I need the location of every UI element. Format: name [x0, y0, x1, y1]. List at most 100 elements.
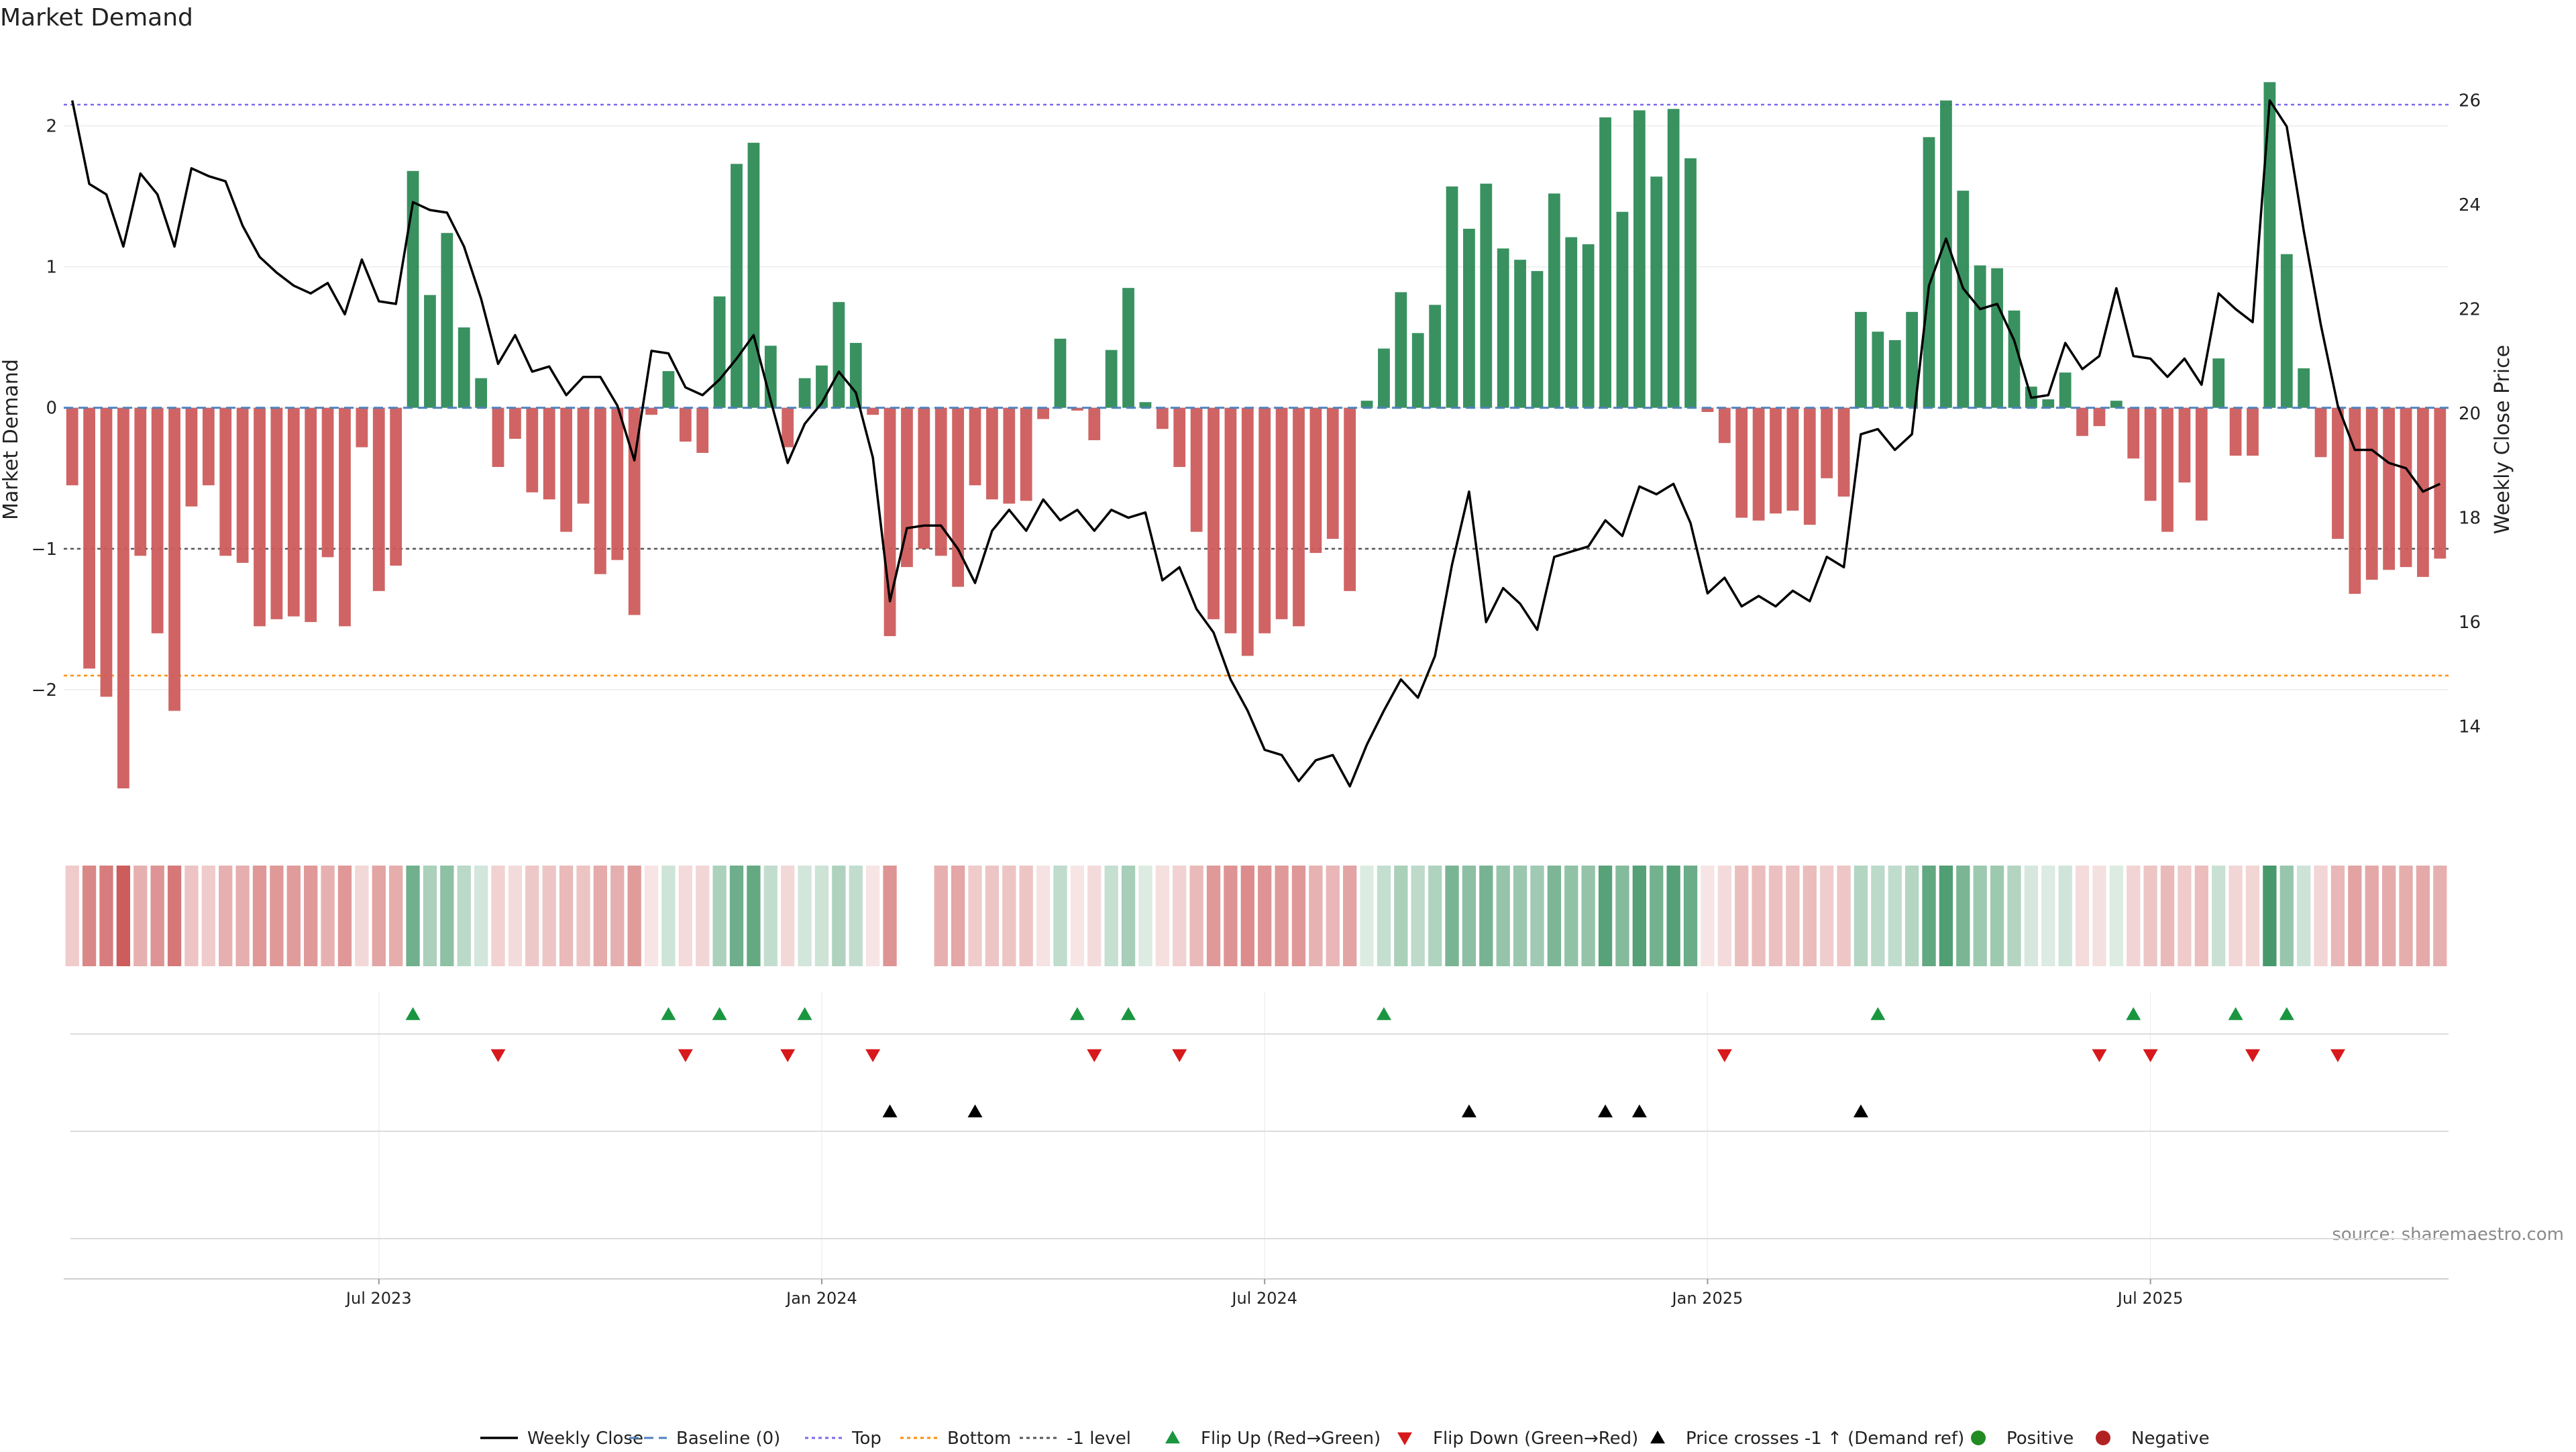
- heat-strip-cell: [99, 866, 113, 966]
- demand-bar: [1531, 270, 1544, 408]
- heat-strip-cell: [832, 866, 846, 966]
- heat-strip-cell: [1377, 866, 1391, 966]
- demand-bar: [918, 407, 930, 549]
- price-cross-marker: [1598, 1104, 1613, 1118]
- heat-strip-cell: [1735, 866, 1749, 966]
- heat-strip-cell: [270, 866, 284, 966]
- x-tick-label: Jan 2024: [785, 1289, 857, 1308]
- y2-tick-label: 16: [2459, 613, 2481, 633]
- demand-bar: [390, 407, 402, 566]
- demand-bar: [611, 407, 624, 560]
- flip-down-marker: [678, 1049, 693, 1062]
- demand-bar: [1139, 402, 1152, 408]
- demand-bar: [424, 295, 436, 408]
- demand-bar: [543, 407, 555, 500]
- y2-tick-label: 24: [2459, 195, 2481, 215]
- heat-strip-cell: [2160, 866, 2175, 966]
- flip-down-marker: [490, 1049, 506, 1062]
- heat-strip-cell: [985, 866, 1000, 966]
- demand-bar: [628, 407, 641, 615]
- heat-strip-cell: [201, 866, 215, 966]
- heat-strip-cell: [2109, 866, 2123, 966]
- flip-down-marker: [1172, 1049, 1187, 1062]
- heat-strip-cell: [542, 866, 556, 966]
- demand-bar: [1752, 407, 1765, 521]
- demand-bar: [1906, 311, 1919, 408]
- demand-bar: [339, 407, 351, 627]
- flip-up-marker: [712, 1007, 727, 1021]
- demand-bar: [1599, 117, 1611, 408]
- y-tick-label: 0: [46, 399, 57, 419]
- y2-tick-label: 22: [2459, 300, 2481, 320]
- demand-bar: [849, 343, 862, 408]
- demand-bar: [1411, 333, 1424, 408]
- demand-bar: [1293, 407, 1305, 627]
- demand-bar: [1275, 407, 1288, 619]
- demand-bar: [2434, 407, 2447, 559]
- heat-strip-cell: [235, 866, 250, 966]
- heat-strip-cell: [1189, 866, 1203, 966]
- heat-strip-cell: [1871, 866, 1885, 966]
- demand-bar: [2059, 372, 2072, 408]
- heat-strip-cell: [2381, 866, 2396, 966]
- heat-strip-cell: [2178, 866, 2192, 966]
- heat-strip-cell: [1411, 866, 1425, 966]
- demand-bar: [1718, 407, 1731, 444]
- demand-bar: [356, 407, 368, 448]
- heat-strip-cell: [1701, 866, 1715, 966]
- demand-bar: [1224, 407, 1237, 633]
- heat-strip-cell: [866, 866, 880, 966]
- demand-bar: [2195, 407, 2208, 521]
- demand-bar: [458, 327, 470, 408]
- flip-up-marker: [797, 1007, 812, 1021]
- heat-strip-cell: [65, 866, 79, 966]
- heat-strip-cell: [2348, 866, 2362, 966]
- heat-strip-cell: [968, 866, 982, 966]
- demand-bar: [1378, 348, 1390, 408]
- demand-bar: [1803, 407, 1816, 525]
- demand-bar: [1208, 407, 1220, 619]
- heat-strip-cell: [951, 866, 965, 966]
- heat-strip-cell: [491, 866, 505, 966]
- heat-strip-cell: [1837, 866, 1851, 966]
- demand-bar: [696, 407, 709, 453]
- flip-up-marker: [661, 1007, 676, 1021]
- heat-strip-cell: [355, 866, 369, 966]
- heat-strip-cell: [610, 866, 625, 966]
- demand-bar: [986, 407, 998, 500]
- demand-bar: [713, 296, 726, 408]
- heat-strip-cell: [1820, 866, 1834, 966]
- demand-bar: [1701, 407, 1714, 413]
- flip-down-marker: [2245, 1049, 2260, 1062]
- heat-strip-cell: [1019, 866, 1033, 966]
- heat-strip-cell: [1462, 866, 1477, 966]
- y2-tick-label: 18: [2459, 509, 2481, 529]
- x-tick-label: Jul 2023: [345, 1289, 412, 1308]
- demand-bar: [475, 378, 488, 408]
- flip-down-marker: [1087, 1049, 1102, 1062]
- heat-strip-cell: [1258, 866, 1272, 966]
- heat-strip-cell: [1615, 866, 1629, 966]
- heat-strip-cell: [1717, 866, 1731, 966]
- heat-strip-cell: [2399, 866, 2413, 966]
- demand-bar: [1633, 110, 1646, 408]
- heat-strip-cell: [1683, 866, 1698, 966]
- heat-strip-cell: [2194, 866, 2208, 966]
- demand-bar: [1923, 137, 1935, 408]
- demand-bar: [1037, 407, 1049, 419]
- heat-strip-cell: [1275, 866, 1289, 966]
- heat-strip-cell: [644, 866, 659, 966]
- heat-strip-cell: [2433, 866, 2447, 966]
- heat-strip-cell: [1752, 866, 1766, 966]
- demand-bar: [1190, 407, 1203, 532]
- demand-bar: [1888, 340, 1901, 408]
- heat-strip-cell: [1206, 866, 1221, 966]
- demand-bar: [2298, 368, 2310, 408]
- source-credit: source: sharemaestro.com: [2332, 1225, 2564, 1245]
- heat-strip-cell: [372, 866, 386, 966]
- demand-bar: [1446, 186, 1458, 408]
- heat-strip-cell: [1786, 866, 1800, 966]
- heat-strip-cell: [1547, 866, 1562, 966]
- demand-bar: [1684, 158, 1697, 408]
